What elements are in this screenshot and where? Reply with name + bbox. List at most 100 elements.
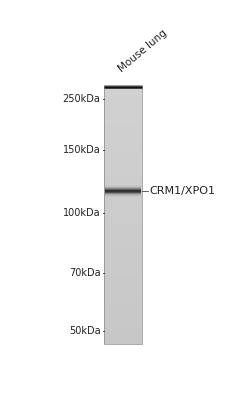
Bar <box>104 201 142 205</box>
Bar <box>104 124 142 127</box>
Bar <box>104 244 142 247</box>
Bar <box>104 295 142 298</box>
Bar <box>104 205 142 208</box>
Bar <box>104 279 142 282</box>
Bar <box>104 104 142 108</box>
Bar <box>104 240 142 244</box>
Bar <box>104 314 142 318</box>
Bar <box>104 286 142 289</box>
Bar <box>105 192 141 193</box>
Bar <box>104 276 142 279</box>
Bar <box>104 266 142 269</box>
Bar <box>104 169 142 172</box>
Bar <box>104 282 142 286</box>
Bar <box>104 195 142 198</box>
Bar <box>105 185 141 186</box>
Bar <box>104 224 142 227</box>
Bar <box>104 334 142 337</box>
Bar <box>104 153 142 156</box>
Bar <box>104 324 142 328</box>
Bar <box>105 186 141 187</box>
Bar <box>104 318 142 321</box>
Bar <box>104 260 142 263</box>
Bar <box>104 127 142 130</box>
Bar <box>104 208 142 211</box>
Text: 70kDa: 70kDa <box>69 268 100 278</box>
Bar <box>104 256 142 260</box>
Bar <box>105 189 141 190</box>
Bar <box>104 166 142 169</box>
Bar <box>104 198 142 201</box>
Bar <box>104 156 142 159</box>
Bar <box>104 340 142 344</box>
Bar <box>104 308 142 311</box>
Bar <box>104 159 142 162</box>
Bar <box>104 85 142 344</box>
Bar <box>104 188 142 192</box>
Text: 50kDa: 50kDa <box>69 326 100 336</box>
Bar <box>105 190 141 191</box>
Bar <box>104 311 142 314</box>
Bar <box>105 194 141 195</box>
Bar <box>104 298 142 302</box>
Bar <box>104 337 142 340</box>
Text: CRM1/XPO1: CRM1/XPO1 <box>150 186 216 196</box>
Bar <box>104 269 142 272</box>
Bar <box>105 192 141 193</box>
Bar <box>104 253 142 256</box>
Bar <box>105 186 141 187</box>
Bar <box>104 211 142 214</box>
Bar <box>105 195 141 196</box>
Bar <box>104 111 142 114</box>
Bar <box>104 117 142 120</box>
Bar <box>105 193 141 194</box>
Bar <box>105 185 141 186</box>
Bar <box>104 237 142 240</box>
Bar <box>104 179 142 182</box>
Bar <box>104 302 142 305</box>
Bar <box>104 108 142 111</box>
Bar <box>104 185 142 188</box>
Bar <box>104 92 142 95</box>
Bar <box>104 114 142 117</box>
Bar <box>105 190 141 191</box>
Bar <box>104 182 142 185</box>
Bar <box>104 321 142 324</box>
Bar <box>104 192 142 195</box>
Bar <box>104 263 142 266</box>
Bar <box>105 196 141 197</box>
Text: 150kDa: 150kDa <box>63 145 100 155</box>
Bar <box>105 193 141 194</box>
Bar <box>105 188 141 189</box>
Bar <box>104 146 142 150</box>
Bar <box>105 188 141 189</box>
Bar <box>104 328 142 331</box>
Bar <box>104 176 142 179</box>
Text: 100kDa: 100kDa <box>63 208 100 218</box>
Bar <box>105 191 141 192</box>
Bar <box>104 120 142 124</box>
Bar <box>104 85 142 88</box>
Bar <box>104 150 142 153</box>
Bar <box>105 195 141 196</box>
Bar <box>105 194 141 195</box>
Bar <box>105 196 141 197</box>
Bar <box>104 292 142 295</box>
Text: 250kDa: 250kDa <box>63 94 100 104</box>
Bar <box>104 234 142 237</box>
Bar <box>104 230 142 234</box>
Bar <box>104 250 142 253</box>
Bar <box>104 101 142 104</box>
Bar <box>104 137 142 140</box>
Bar <box>104 140 142 143</box>
Bar <box>104 134 142 137</box>
Bar <box>104 305 142 308</box>
Bar <box>104 218 142 221</box>
Text: Mouse lung: Mouse lung <box>116 28 169 74</box>
Bar <box>105 187 141 188</box>
Bar <box>104 214 142 218</box>
Bar <box>104 162 142 166</box>
Bar <box>105 191 141 192</box>
Bar <box>105 189 141 190</box>
Bar <box>104 227 142 230</box>
